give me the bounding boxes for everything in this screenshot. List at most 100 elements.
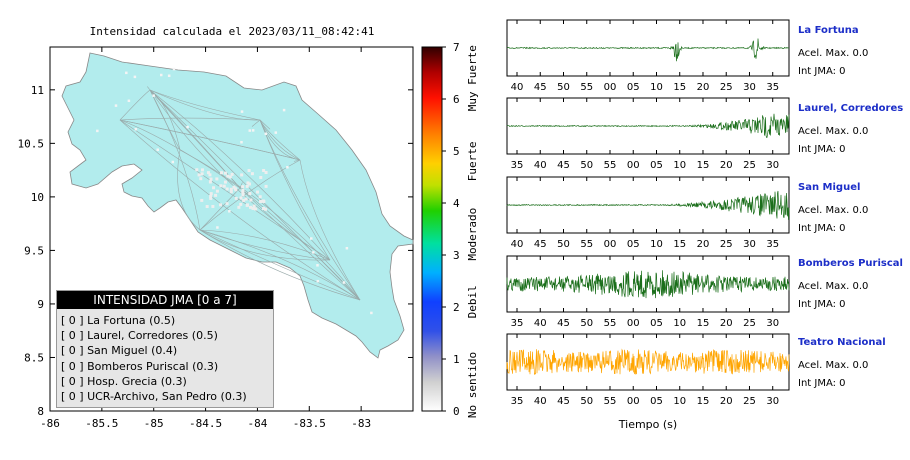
time-tick-label: 45: [534, 239, 547, 250]
city-marker: [247, 169, 251, 173]
time-tick-label: 45: [534, 82, 547, 93]
legend-list: [ 0 ] La Fortuna (0.5) [ 0 ] Laurel, Cor…: [57, 309, 273, 404]
road: [149, 89, 181, 151]
x-tick-label: -83.5: [293, 417, 326, 430]
road: [119, 117, 261, 121]
time-tick-label: 10: [650, 82, 663, 93]
intensity-legend: INTENSIDAD JMA [0 a 7] [ 0 ] La Fortuna …: [56, 290, 274, 408]
time-tick-label: 05: [650, 396, 663, 407]
y-tick-label: 10.5: [18, 137, 45, 150]
city-marker: [239, 202, 243, 206]
city-marker: [259, 200, 263, 204]
time-tick-label: 05: [627, 82, 640, 93]
city-marker: [230, 172, 234, 176]
time-tick-label: 15: [697, 396, 710, 407]
time-tick-label: 20: [720, 318, 733, 329]
city-marker: [200, 198, 204, 202]
time-tick-label: 05: [650, 318, 663, 329]
city-marker: [133, 75, 137, 79]
waveform-trace: [506, 190, 790, 220]
x-tick-label: -83: [351, 417, 371, 430]
city-marker: [264, 184, 268, 188]
city-marker: [241, 188, 245, 192]
colorbar-tick-label: 6: [453, 93, 460, 106]
time-tick-label: 35: [766, 239, 779, 250]
city-marker: [254, 207, 258, 211]
city-marker: [248, 205, 252, 209]
time-tick-label: 15: [697, 160, 710, 171]
city-marker: [239, 196, 243, 200]
station-name-san-miguel: San Miguel: [798, 182, 861, 193]
city-marker: [237, 205, 241, 209]
city-marker: [209, 194, 213, 198]
station-name-bomberos-puriscal: Bomberos Puriscal: [798, 258, 903, 269]
city-markers: [96, 67, 373, 315]
city-marker: [134, 127, 138, 131]
city-marker: [242, 198, 246, 202]
city-marker: [261, 199, 265, 203]
road: [179, 149, 361, 301]
time-tick-label: 55: [604, 318, 617, 329]
city-marker: [263, 207, 267, 211]
city-marker: [167, 74, 171, 78]
city-marker: [197, 173, 201, 177]
city-marker: [225, 187, 229, 191]
city-marker: [233, 187, 237, 191]
time-tick-label: 25: [720, 82, 733, 93]
station-jma: Int JMA: 0: [798, 144, 846, 155]
colorbar: [421, 46, 443, 412]
city-marker: [250, 172, 254, 176]
city-marker: [249, 198, 253, 202]
time-tick-label: 50: [557, 239, 570, 250]
road: [239, 182, 243, 189]
colorbar-tick-label: 7: [453, 41, 460, 54]
time-tick-label: 20: [720, 396, 733, 407]
chart-title: Intensidad calculada el 2023/03/11_08:42…: [90, 25, 375, 38]
city-marker: [214, 193, 218, 197]
time-tick-label: 45: [557, 396, 570, 407]
waveform-panel: 35 40 45 50 55 00 05 10 15 20 25 30: [506, 333, 790, 407]
city-marker: [211, 204, 215, 208]
time-tick-label: 35: [511, 396, 524, 407]
city-marker: [226, 174, 230, 178]
time-tick-label: 15: [673, 82, 686, 93]
colorbar-category-label: Moderado: [466, 208, 479, 261]
city-marker: [248, 129, 252, 132]
city-marker: [206, 171, 210, 175]
colorbar-category-label: No sentido: [466, 352, 479, 418]
road: [259, 119, 331, 261]
city-marker: [262, 169, 266, 173]
city-marker: [244, 197, 248, 201]
city-marker: [241, 193, 245, 197]
road: [199, 187, 241, 231]
time-tick-label: 05: [627, 239, 640, 250]
x-tick-label: -86: [40, 417, 60, 430]
road: [199, 229, 361, 301]
colorbar-tick-label: 5: [453, 145, 460, 158]
city-marker: [208, 173, 212, 177]
time-tick-label: 00: [627, 318, 640, 329]
city-marker: [225, 202, 229, 206]
city-marker: [246, 203, 250, 207]
road: [119, 119, 301, 161]
legend-item: [ 0 ] Bomberos Puriscal (0.3): [61, 359, 219, 373]
city-marker: [264, 132, 268, 136]
road: [199, 229, 331, 261]
city-marker: [240, 110, 244, 113]
colorbar-labels: No sentido Debil Moderado Fuerte Muy Fuerte: [466, 45, 479, 418]
city-marker: [316, 279, 320, 283]
city-marker: [232, 185, 236, 189]
colorbar-tick-label: 1: [453, 353, 460, 366]
road: [259, 119, 361, 301]
time-tick-label: 40: [511, 82, 524, 93]
time-tick-label: 55: [580, 239, 593, 250]
city-marker: [229, 187, 233, 191]
city-marker: [252, 204, 256, 208]
road-network: [119, 86, 361, 301]
time-tick-label: 30: [743, 239, 756, 250]
city-marker: [264, 171, 268, 175]
city-marker: [125, 71, 128, 75]
city-marker: [220, 171, 224, 175]
city-marker: [205, 205, 209, 209]
